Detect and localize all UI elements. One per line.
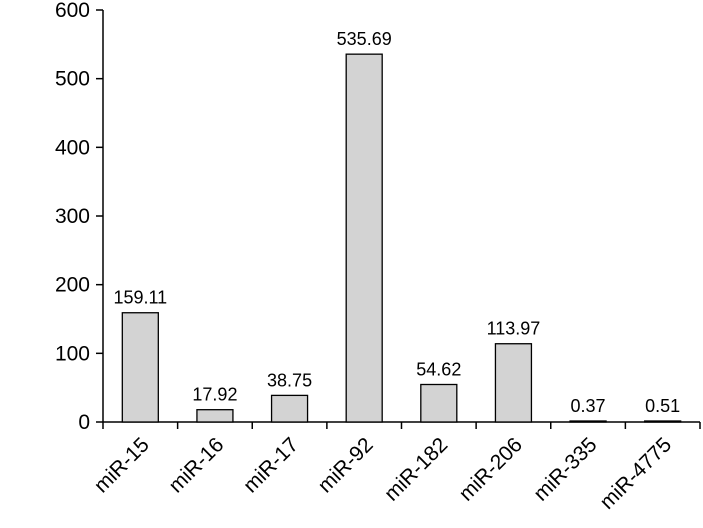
bar-mir-182: [420, 383, 458, 423]
bar-mir-15: [121, 312, 159, 423]
category-label-mir-335: miR-335: [529, 433, 601, 505]
y-tick-label: 400: [55, 136, 90, 159]
y-tick-label: 500: [55, 68, 90, 91]
category-label-mir-17: miR-17: [239, 433, 303, 497]
bar-mir-92: [345, 53, 383, 423]
y-tick-label: 0: [78, 411, 90, 434]
category-label-mir-4775: miR-4775: [596, 433, 677, 514]
data-label-mir-92: 535.69: [337, 29, 392, 49]
data-label-mir-206: 113.97: [487, 319, 541, 339]
category-label-mir-182: miR-182: [380, 433, 452, 505]
data-label-mir-17: 38.75: [267, 370, 312, 390]
bar-mir-16: [196, 409, 234, 423]
data-label-mir-15: 159.11: [113, 288, 167, 308]
category-label-mir-206: miR-206: [455, 433, 527, 505]
bars: [121, 53, 682, 423]
category-label-mir-15: miR-15: [90, 433, 154, 497]
y-tick-label: 300: [55, 205, 90, 228]
axes: 0 100 200 300 400 500 600: [55, 0, 701, 434]
category-label-mir-92: miR-92: [314, 433, 378, 497]
bar-mir-4775: [644, 420, 682, 423]
bar-mir-335: [569, 420, 607, 423]
bar-mir-206: [494, 343, 533, 423]
y-tick-label: 200: [55, 274, 90, 297]
y-tick-label: 100: [55, 342, 90, 365]
category-label-mir-16: miR-16: [164, 433, 228, 497]
data-label-mir-335: 0.37: [571, 396, 606, 416]
data-label-mir-16: 17.92: [192, 385, 237, 405]
data-label-mir-182: 54.62: [416, 359, 461, 379]
y-tick-label: 600: [55, 0, 90, 22]
bar-mir-17: [270, 394, 309, 423]
labels: 159.11 miR-15 17.92 miR-16 38.75 miR-17 535.69…: [90, 29, 680, 514]
data-label-mir-4775: 0.51: [645, 396, 680, 416]
